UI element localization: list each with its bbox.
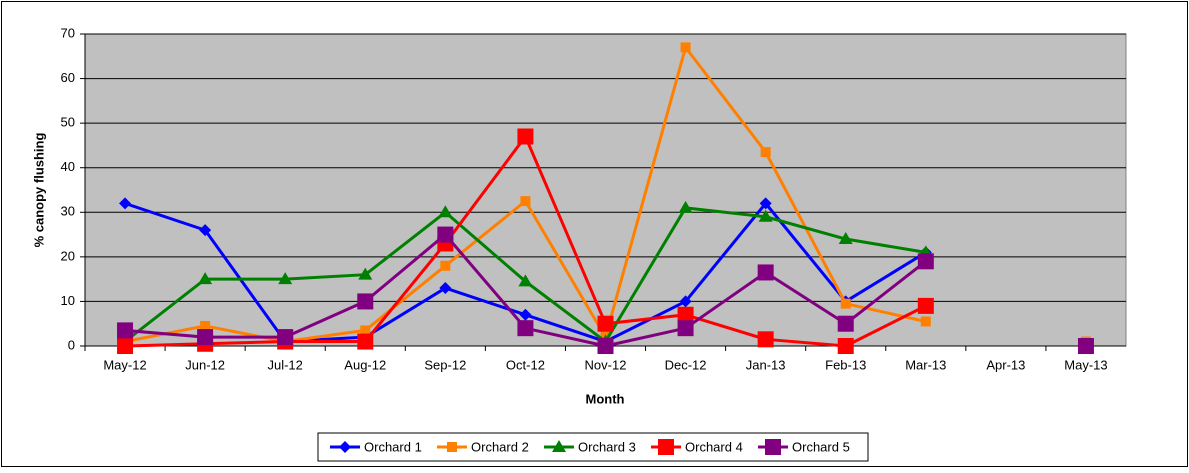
legend-label: Orchard 2	[471, 439, 529, 454]
data-point	[837, 315, 854, 332]
data-point	[520, 196, 531, 207]
data-point	[278, 272, 293, 285]
legend-marker	[552, 440, 566, 452]
y-tick-label: 60	[61, 70, 75, 85]
plot-area	[84, 33, 1127, 347]
data-point	[198, 272, 213, 285]
x-tick-label: Sep-12	[424, 357, 466, 372]
x-tick-label: Jan-13	[746, 357, 786, 372]
data-point	[840, 298, 851, 309]
data-point	[440, 260, 451, 271]
data-point	[837, 338, 854, 354]
data-point	[117, 338, 134, 354]
data-point	[437, 226, 454, 243]
x-tick-label: May-13	[1064, 357, 1107, 372]
x-tick-label: Jun-12	[185, 357, 225, 372]
x-tick-label: Jul-12	[267, 357, 302, 372]
x-tick-label: Dec-12	[665, 357, 707, 372]
x-tick-label: Feb-13	[825, 357, 866, 372]
y-tick-label: 20	[61, 248, 75, 263]
data-point	[277, 329, 294, 346]
data-point	[678, 200, 693, 213]
data-point	[517, 320, 534, 337]
x-tick-label: Oct-12	[506, 357, 545, 372]
data-point	[438, 205, 453, 218]
legend-marker	[658, 439, 674, 455]
data-point	[760, 147, 771, 158]
y-tick-label: 0	[68, 337, 75, 352]
data-point	[439, 282, 452, 295]
y-tick-label: 10	[61, 293, 75, 308]
data-point	[519, 308, 532, 321]
data-point	[117, 322, 134, 339]
data-point	[838, 232, 853, 245]
data-point	[920, 316, 931, 327]
data-point	[757, 331, 774, 348]
legend-label: Orchard 1	[364, 439, 422, 454]
data-point	[597, 315, 614, 332]
data-point	[200, 320, 211, 331]
x-axis-title: Month	[586, 391, 625, 406]
data-point	[119, 197, 132, 210]
data-point	[917, 297, 934, 314]
x-tick-label: May-12	[103, 357, 146, 372]
data-point	[758, 209, 773, 222]
y-tick-label: 40	[61, 159, 75, 174]
x-tick-label: Nov-12	[585, 357, 627, 372]
y-tick-label: 70	[61, 25, 75, 40]
data-point	[597, 338, 614, 354]
legend-label: Orchard 5	[792, 439, 850, 454]
data-point	[357, 333, 374, 350]
legend-marker	[339, 441, 351, 453]
data-point	[357, 293, 374, 310]
legend-marker	[765, 439, 781, 455]
data-point	[917, 253, 934, 270]
y-tick-label: 30	[61, 204, 75, 219]
data-point	[197, 329, 214, 346]
data-point	[518, 274, 533, 287]
data-point	[517, 128, 534, 145]
data-point	[677, 306, 694, 323]
y-tick-label: 50	[61, 115, 75, 130]
data-point	[759, 197, 772, 210]
legend-label: Orchard 4	[685, 439, 743, 454]
data-point	[679, 295, 692, 308]
x-tick-label: Aug-12	[344, 357, 386, 372]
legend-marker	[447, 442, 457, 452]
data-point	[757, 264, 774, 281]
data-point	[199, 224, 212, 237]
x-tick-label: Apr-13	[986, 357, 1025, 372]
data-point	[358, 267, 373, 280]
data-point	[360, 325, 371, 336]
data-point	[677, 320, 694, 337]
legend-label: Orchard 3	[578, 439, 636, 454]
data-point	[1077, 338, 1094, 354]
data-point	[680, 42, 691, 53]
y-axis-title: % canopy flushing	[31, 133, 46, 248]
x-tick-label: Mar-13	[905, 357, 946, 372]
